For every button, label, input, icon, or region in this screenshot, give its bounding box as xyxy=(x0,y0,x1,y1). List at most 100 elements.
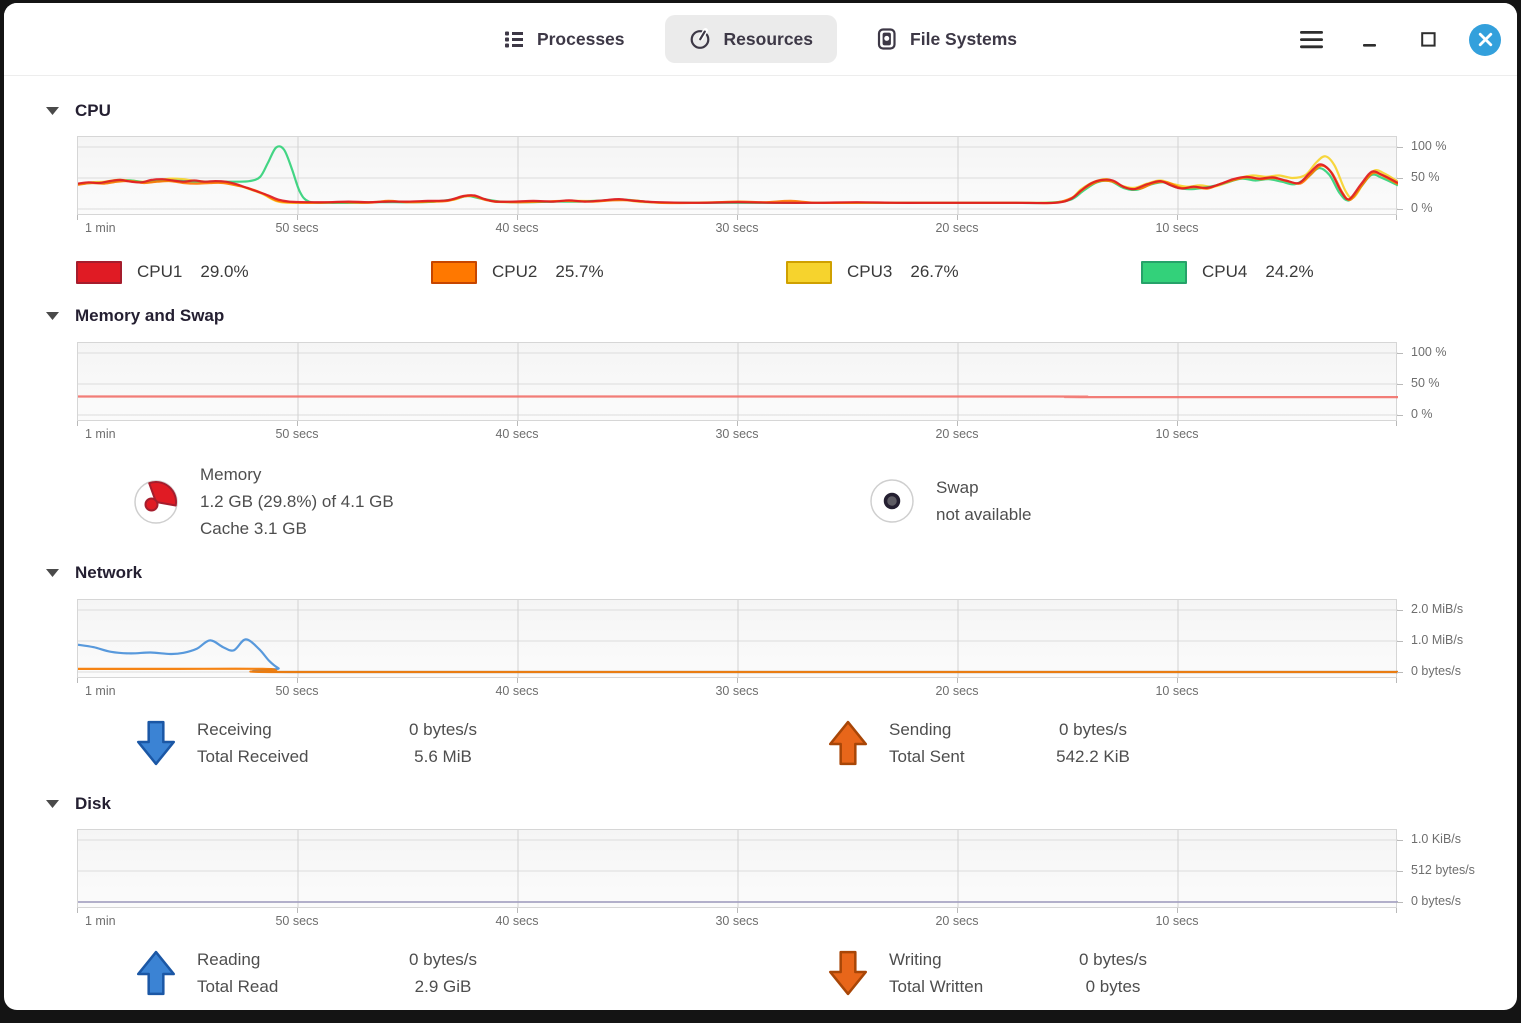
x-axis-tick xyxy=(737,908,738,913)
close-button[interactable] xyxy=(1469,23,1501,56)
x-axis-label: 20 secs xyxy=(935,427,979,441)
disk-chart-x-axis: 1 min 50 secs 40 secs 30 secs 20 secs 10 secs xyxy=(77,908,1397,932)
x-axis-tick xyxy=(297,678,298,683)
y-axis-tick xyxy=(1397,147,1403,148)
y-axis-label: 1.0 MiB/s xyxy=(1411,633,1464,647)
disk-info-row: Reading 0 bytes/s Total Read 2.9 GiB Wri… xyxy=(4,946,1517,1008)
memory-swap-info-row: Memory 1.2 GB (29.8%) of 4.1 GB Cache 3.… xyxy=(4,461,1517,545)
x-axis-tick xyxy=(77,908,78,913)
x-axis-tick xyxy=(517,215,518,220)
disk-chart: 1.0 KiB/s 512 bytes/s 0 bytes/s xyxy=(77,829,1475,908)
memory-section-header[interactable]: Memory and Swap xyxy=(46,303,1517,328)
view-switcher: Processes Resources File Systems xyxy=(480,15,1041,63)
x-axis-label: 40 secs xyxy=(495,221,539,235)
x-axis-label: 30 secs xyxy=(715,914,759,928)
total-written-label: Total Written xyxy=(889,977,984,996)
x-axis-label: 20 secs xyxy=(935,914,979,928)
x-axis-tick xyxy=(957,215,958,220)
menu-button[interactable] xyxy=(1295,23,1329,57)
x-axis-label: 20 secs xyxy=(935,684,979,698)
total-received-label: Total Received xyxy=(197,747,309,766)
y-axis-label: 0 % xyxy=(1411,201,1433,215)
x-axis-tick xyxy=(517,421,518,426)
x-axis-label: 10 secs xyxy=(1155,914,1199,928)
swap-text: Swap not available xyxy=(936,474,1031,528)
y-axis-tick xyxy=(1397,178,1403,179)
x-axis-tick xyxy=(737,421,738,426)
writing-rate: 0 bytes/s xyxy=(1078,950,1148,969)
cpu-section-header[interactable]: CPU xyxy=(46,98,1517,123)
y-axis-label: 50 % xyxy=(1411,376,1440,390)
cpu-legend-label: CPU2 xyxy=(492,262,538,281)
processes-list-icon xyxy=(504,31,523,48)
x-axis-tick xyxy=(957,908,958,913)
sending-stats: Sending 0 bytes/s Total Sent 542.2 KiB xyxy=(889,716,1157,770)
tab-processes[interactable]: Processes xyxy=(480,16,649,63)
total-read-label: Total Read xyxy=(197,977,279,996)
cpu3-color-swatch xyxy=(786,260,832,284)
drive-icon xyxy=(877,28,896,50)
series-line-sending xyxy=(78,667,1398,674)
tab-resources[interactable]: Resources xyxy=(664,15,838,63)
memory-text: Memory 1.2 GB (29.8%) of 4.1 GB Cache 3.… xyxy=(200,461,394,542)
x-axis-tick xyxy=(957,421,958,426)
sending-up-arrow-icon xyxy=(828,720,868,766)
cpu-legend-value: 29.0% xyxy=(200,262,249,281)
cpu1-color-swatch xyxy=(76,260,122,284)
disk-section-header[interactable]: Disk xyxy=(46,791,1517,816)
y-axis-tick xyxy=(1397,871,1403,872)
reading-stats: Reading 0 bytes/s Total Read 2.9 GiB xyxy=(197,946,507,1000)
swap-status: not available xyxy=(936,505,1032,524)
x-axis-label: 50 secs xyxy=(275,684,319,698)
cpu-legend-label: CPU4 xyxy=(1202,262,1248,281)
cpu-legend-value: 24.2% xyxy=(1265,262,1314,281)
cpu4-color-swatch xyxy=(1141,260,1187,284)
hamburger-menu-icon xyxy=(1299,30,1323,48)
x-axis-tick xyxy=(1396,421,1397,426)
tab-file-systems[interactable]: File Systems xyxy=(853,15,1041,63)
x-axis-label: 1 min xyxy=(85,221,116,235)
y-axis-tick xyxy=(1397,672,1403,673)
x-axis-tick xyxy=(737,678,738,683)
network-section-header[interactable]: Network xyxy=(46,560,1517,585)
x-axis-tick xyxy=(957,678,958,683)
network-chart-x-axis: 1 min 50 secs 40 secs 30 secs 20 secs 10 secs xyxy=(77,678,1397,702)
minimize-button[interactable] xyxy=(1353,23,1387,57)
y-axis-label: 50 % xyxy=(1411,170,1440,184)
x-axis-tick xyxy=(297,215,298,220)
x-axis-label: 50 secs xyxy=(275,914,319,928)
writing-stats: Writing 0 bytes/s Total Written 0 bytes xyxy=(889,946,1177,1000)
collapse-arrow-icon xyxy=(46,106,59,115)
cpu-legend-item: CPU2 25.7% xyxy=(431,260,786,284)
y-axis-tick xyxy=(1397,902,1403,903)
cpu-legend-item: CPU3 26.7% xyxy=(786,260,1141,284)
swap-pie-icon xyxy=(870,479,914,523)
memory-info: Memory 1.2 GB (29.8%) of 4.1 GB Cache 3.… xyxy=(132,461,394,542)
memory-label: Memory xyxy=(200,465,262,484)
x-axis-tick xyxy=(517,678,518,683)
receiving-down-arrow-icon xyxy=(136,720,176,766)
system-monitor-window: Processes Resources File Systems xyxy=(4,3,1517,1010)
receiving-label: Receiving xyxy=(197,720,272,739)
y-axis-label: 100 % xyxy=(1411,345,1447,359)
x-axis-label: 10 secs xyxy=(1155,427,1199,441)
y-axis-label: 512 bytes/s xyxy=(1411,863,1475,877)
cpu-legend-item: CPU4 24.2% xyxy=(1141,260,1496,284)
total-sent-label: Total Sent xyxy=(889,747,965,766)
network-info-row: Receiving 0 bytes/s Total Received 5.6 M… xyxy=(4,716,1517,778)
sending-info: Sending 0 bytes/s Total Sent 542.2 KiB xyxy=(827,716,1157,770)
x-axis-label: 1 min xyxy=(85,914,116,928)
x-axis-label: 1 min xyxy=(85,684,116,698)
x-axis-label: 50 secs xyxy=(275,427,319,441)
section-title: Network xyxy=(75,562,143,582)
maximize-button[interactable] xyxy=(1411,23,1445,57)
reading-rate: 0 bytes/s xyxy=(408,950,478,969)
minimize-icon xyxy=(1363,43,1376,47)
x-axis-tick xyxy=(1177,215,1178,220)
y-axis-tick xyxy=(1397,415,1403,416)
x-axis-tick xyxy=(297,421,298,426)
sending-rate: 0 bytes/s xyxy=(1058,720,1128,739)
total-written-value: 0 bytes xyxy=(1085,977,1141,996)
total-received-value: 5.6 MiB xyxy=(414,747,472,766)
cpu-chart: 100 % 50 % 0 % xyxy=(77,136,1446,215)
